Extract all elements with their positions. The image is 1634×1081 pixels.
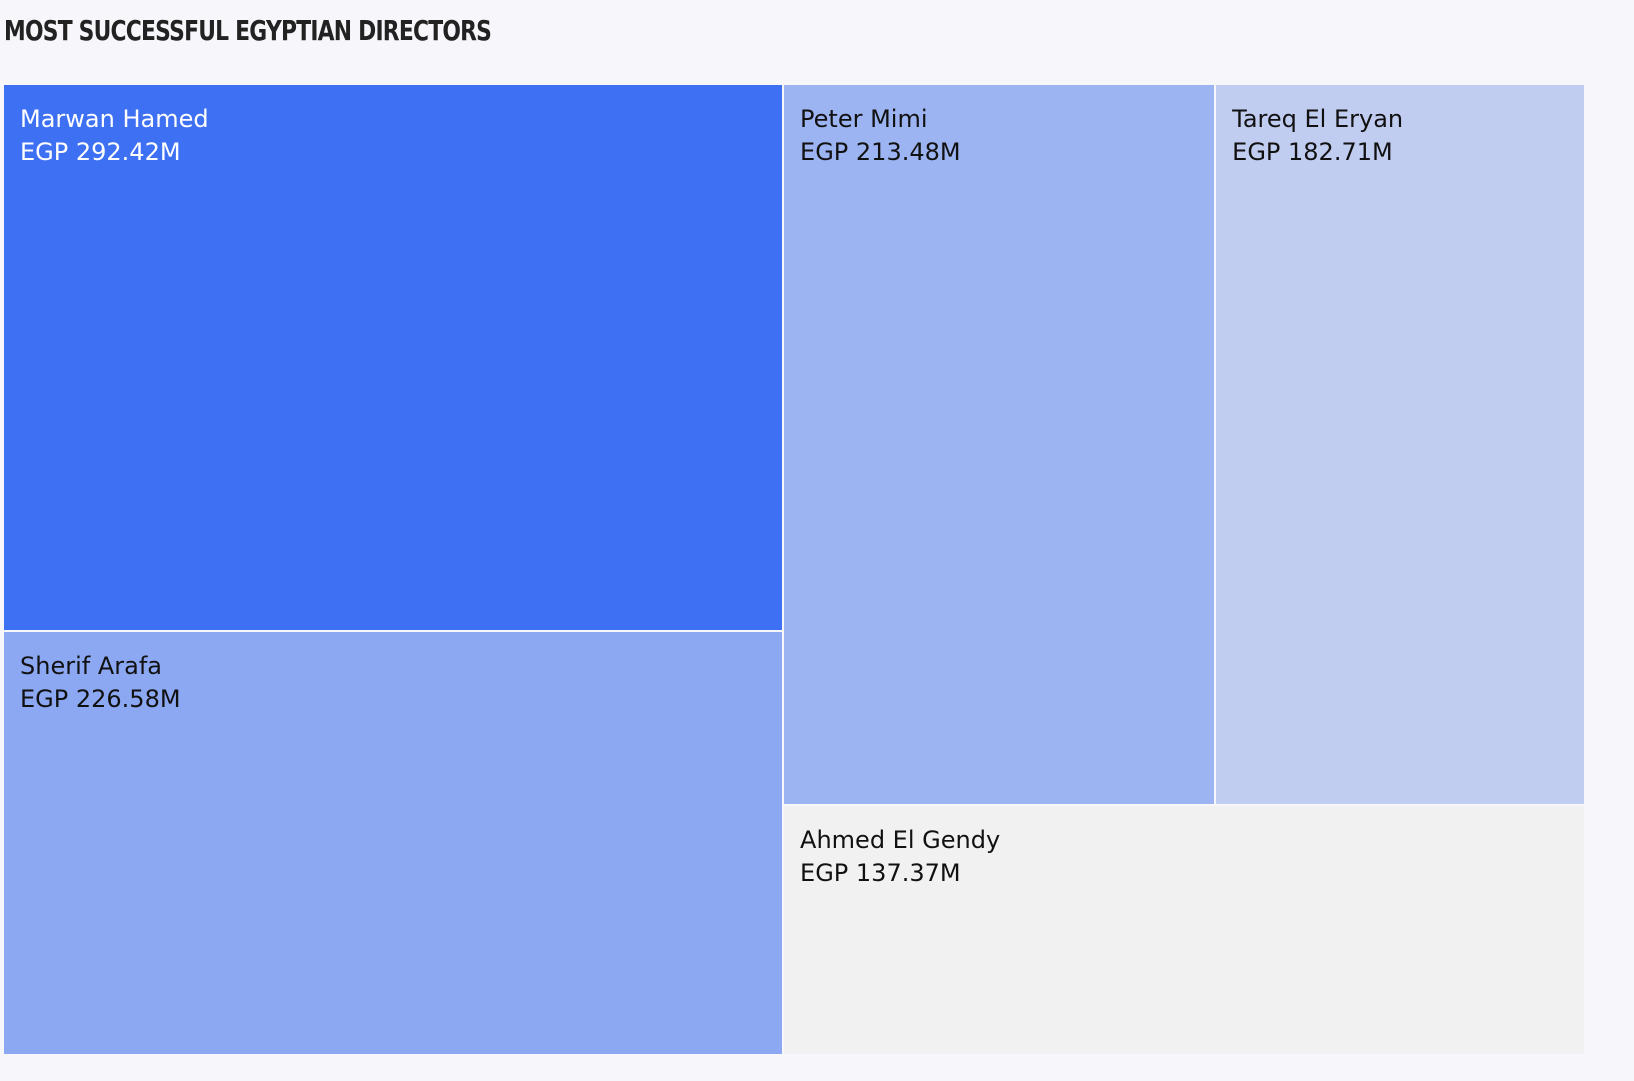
- tile-name: Sherif Arafa: [20, 652, 162, 681]
- tile-tareq-el-eryan[interactable]: Tareq El Eryan EGP 182.71M: [1216, 85, 1584, 804]
- tile-value: EGP 213.48M: [800, 138, 961, 166]
- tile-value: EGP 182.71M: [1232, 138, 1393, 166]
- chart-title: MOST SUCCESSFUL EGYPTIAN DIRECTORS: [4, 14, 492, 47]
- tile-label: Tareq El Eryan EGP 182.71M: [1232, 103, 1403, 169]
- tile-value: EGP 226.58M: [20, 685, 181, 714]
- tile-marwan-hamed[interactable]: Marwan Hamed EGP 292.42M: [4, 85, 783, 631]
- tile-peter-mimi[interactable]: Peter Mimi EGP 213.48M: [784, 85, 1215, 804]
- tile-label: Sherif Arafa EGP 226.58M: [20, 650, 181, 716]
- tile-value: EGP 137.37M: [800, 859, 961, 887]
- tile-name: Tareq El Eryan: [1232, 105, 1404, 133]
- tile-label: Peter Mimi EGP 213.48M: [800, 103, 961, 169]
- tile-ahmed-el-gendy[interactable]: Ahmed El Gendy EGP 137.37M: [784, 806, 1584, 1054]
- tile-name: Marwan Hamed: [20, 105, 209, 133]
- tile-sherif-arafa[interactable]: Sherif Arafa EGP 226.58M: [4, 632, 783, 1054]
- tile-label: Marwan Hamed EGP 292.42M: [20, 103, 209, 169]
- treemap: Marwan Hamed EGP 292.42M Sherif Arafa EG…: [4, 85, 1586, 1056]
- tile-name: Ahmed El Gendy: [800, 826, 1001, 854]
- tile-label: Ahmed El Gendy EGP 137.37M: [800, 824, 1000, 890]
- tile-value: EGP 292.42M: [20, 138, 181, 166]
- tile-name: Peter Mimi: [800, 105, 928, 133]
